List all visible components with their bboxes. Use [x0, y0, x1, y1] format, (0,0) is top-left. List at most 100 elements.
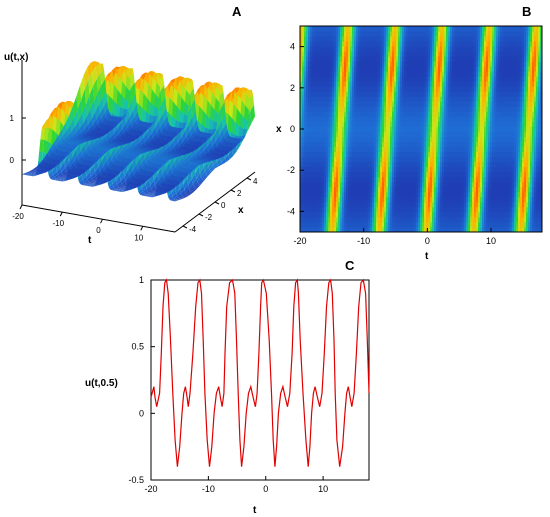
- surface-facet: [182, 138, 187, 146]
- surface-facet: [131, 150, 137, 152]
- heatmap-cell: [352, 211, 355, 218]
- surface-facet: [155, 146, 161, 149]
- surface-facet: [170, 147, 175, 152]
- surface-facet: [174, 119, 180, 130]
- heatmap-cell: [350, 41, 353, 47]
- surface-facet: [192, 188, 197, 193]
- surface-facet: [61, 146, 67, 151]
- heatmap-cell: [380, 151, 383, 158]
- heatmap-cell: [304, 111, 307, 117]
- heatmap-cell: [344, 156, 347, 163]
- heatmap-cell: [362, 131, 365, 137]
- surface-facet: [92, 131, 97, 135]
- surface-facet: [195, 184, 201, 189]
- surface-facet: [48, 151, 54, 158]
- heatmap-cell: [346, 51, 349, 57]
- heatmap-cell: [300, 26, 303, 32]
- surface-facet: [96, 182, 102, 184]
- surface-facet: [115, 160, 120, 166]
- surface-facet: [193, 140, 198, 145]
- surface-facet: [153, 174, 159, 186]
- surface-facet: [179, 152, 185, 155]
- heatmap-cell: [306, 221, 309, 228]
- surface-facet: [142, 122, 147, 127]
- surface-facet: [93, 152, 99, 157]
- surface-facet: [40, 166, 46, 170]
- surface-facet: [112, 124, 118, 130]
- heatmap-cell: [310, 166, 313, 173]
- surface-facet: [135, 130, 140, 135]
- surface-facet: [59, 146, 65, 151]
- heatmap-cell: [322, 56, 325, 62]
- surface-facet: [40, 169, 45, 172]
- heatmap-cell: [372, 111, 375, 117]
- surface-facet: [192, 135, 198, 141]
- heatmap-cell: [372, 106, 375, 112]
- heatmap-cell: [362, 196, 365, 203]
- heatmap-cell: [348, 56, 351, 62]
- surface-facet: [162, 129, 167, 135]
- surface-facet: [165, 188, 170, 192]
- surface-facet: [87, 136, 93, 139]
- heatmap-cell: [326, 136, 329, 142]
- surface-facet: [188, 169, 193, 174]
- heatmap-cell: [346, 76, 349, 82]
- heatmap-cell: [372, 166, 375, 173]
- heatmap-cell: [356, 46, 359, 52]
- heatmap-cell: [318, 111, 321, 117]
- heatmap-cell: [312, 171, 315, 178]
- surface-facet: [45, 162, 50, 167]
- surface-facet: [124, 184, 130, 187]
- heatmap-cell: [354, 166, 357, 173]
- heatmap-cell: [300, 166, 303, 173]
- heatmap-cell: [320, 71, 323, 77]
- heatmap-cell: [316, 186, 319, 193]
- surface-facet: [167, 136, 173, 141]
- surface-facet: [141, 170, 146, 175]
- surface-facet: [82, 176, 88, 182]
- heatmap-cell: [326, 156, 329, 163]
- heatmap-cell: [356, 161, 359, 168]
- heatmap-cell: [324, 221, 327, 228]
- surface-facet: [179, 184, 185, 194]
- surface-facet: [163, 116, 169, 127]
- heatmap-cell: [346, 96, 349, 102]
- surface-facet: [205, 153, 211, 157]
- surface-facet: [41, 166, 47, 170]
- surface-facet: [166, 154, 171, 156]
- heatmap-cell: [358, 211, 361, 218]
- heatmap-cell: [372, 36, 375, 42]
- surface-facet: [191, 140, 196, 145]
- surface-strips: [22, 61, 255, 202]
- surface-facet: [227, 142, 232, 147]
- surface-facet: [146, 122, 151, 128]
- surface-facet: [159, 134, 165, 139]
- surface-facet: [192, 140, 197, 145]
- surface-facet: [228, 147, 234, 152]
- heatmap-cell: [352, 196, 355, 203]
- surface-facet: [90, 137, 96, 139]
- heatmap-cell: [344, 81, 347, 87]
- surface-facet: [170, 163, 176, 173]
- heatmap-cell: [368, 121, 371, 127]
- surface-facet: [125, 117, 131, 130]
- heatmap-cell: [324, 91, 327, 97]
- heatmap-cell: [320, 161, 323, 168]
- heatmap-cell: [352, 66, 355, 72]
- surface-facet: [62, 100, 68, 104]
- heatmap-cell: [356, 61, 359, 67]
- surface-facet: [131, 182, 137, 186]
- surface-facet: [171, 188, 177, 197]
- surface-facet: [165, 156, 171, 158]
- surface-facet: [99, 149, 104, 153]
- heatmap-cell: [306, 61, 309, 67]
- heatmap-cell: [362, 201, 365, 208]
- heatmap-cell: [366, 181, 369, 188]
- heatmap-cell: [314, 136, 317, 142]
- surface-facet: [192, 165, 197, 170]
- surface-facet: [187, 164, 193, 169]
- heatmap-cell: [358, 176, 361, 183]
- heatmap-cell: [338, 66, 341, 72]
- heatmap-cell: [326, 206, 329, 213]
- surface-facet: [226, 141, 231, 147]
